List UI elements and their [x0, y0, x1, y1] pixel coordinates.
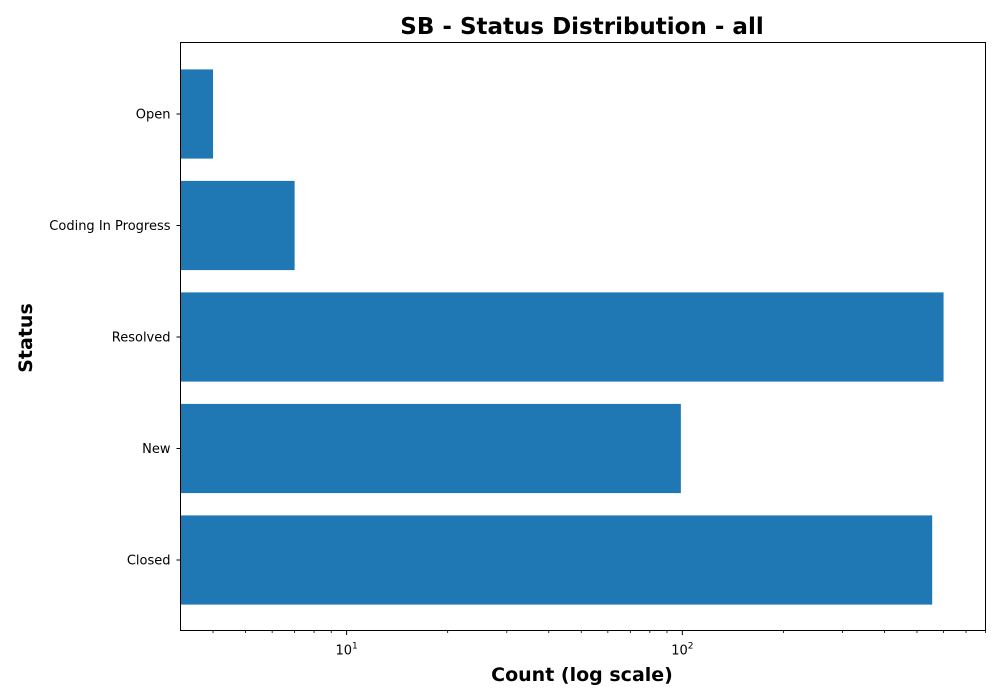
y-tick-label: Resolved — [112, 331, 171, 346]
y-ticks-group: Open Coding In Progress Resolved New Closed — [49, 108, 181, 569]
bar-resolved — [180, 292, 944, 382]
x-tick-label: 102 — [671, 642, 693, 659]
plot-frame — [180, 42, 986, 631]
x-ticks-group: 101 102 — [212, 630, 986, 659]
bar-new — [180, 403, 681, 494]
x-tick-label: 101 — [335, 642, 357, 659]
bars-group — [180, 69, 944, 605]
bar-open — [180, 69, 214, 159]
y-axis-label: Status — [15, 303, 37, 373]
y-tick-label: Coding In Progress — [49, 219, 170, 234]
x-axis-label: Count (log scale) — [491, 664, 673, 686]
y-tick-label: New — [142, 442, 171, 457]
bar-closed — [180, 515, 933, 605]
chart-title: SB - Status Distribution - all — [400, 14, 763, 40]
bar-coding-in-progress — [180, 180, 295, 271]
y-tick-label: Closed — [127, 554, 171, 569]
y-tick-label: Open — [136, 108, 171, 123]
